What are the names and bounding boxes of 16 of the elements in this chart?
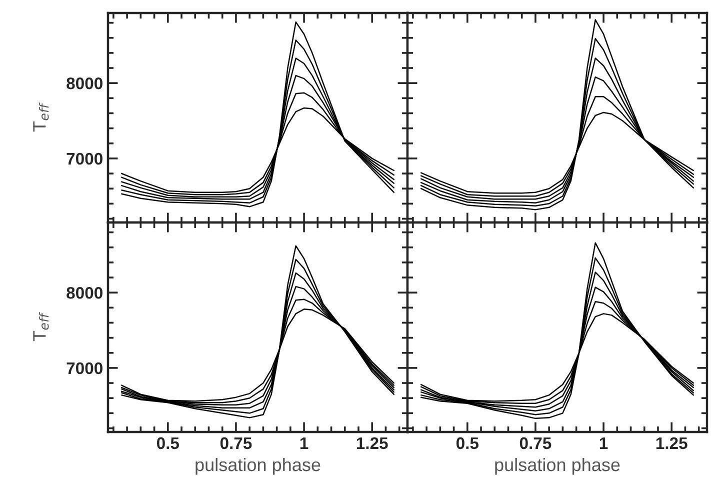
x-axis-title: pulsation phase [196, 458, 320, 475]
y-tick-label: 7000 [66, 152, 102, 165]
y-tick-label: 8000 [66, 77, 102, 90]
x-tick-label: 1.25 [656, 437, 688, 450]
x-tick-label: 1 [600, 437, 608, 449]
y-axis-title: T$_{eff}$ [33, 102, 49, 132]
x-tick-label: 0.75 [220, 437, 252, 450]
x-tick-label: 0.5 [456, 437, 479, 450]
y-axis-title: T$_{eff}$ [33, 312, 49, 342]
y-tick-label: 7000 [66, 362, 102, 374]
x-tick-label: 1 [300, 437, 308, 449]
x-tick-label: 0.5 [156, 437, 180, 450]
x-axis-title: pulsation phase [495, 458, 620, 475]
x-tick-label: 1.25 [356, 437, 388, 450]
x-tick-label: 0.75 [520, 437, 552, 450]
y-tick-label: 8000 [66, 286, 102, 299]
